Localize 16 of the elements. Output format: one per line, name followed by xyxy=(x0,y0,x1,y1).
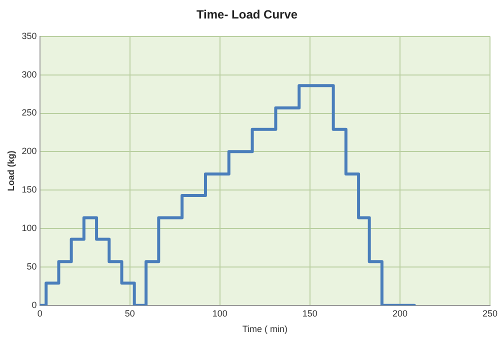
y-tick-label: 250 xyxy=(22,108,37,118)
x-tick-label: 250 xyxy=(482,308,498,318)
y-tick-label: 0 xyxy=(32,300,37,310)
x-axis-title: Time ( min) xyxy=(242,324,288,334)
y-tick-label: 150 xyxy=(22,184,37,195)
x-tick-label: 150 xyxy=(302,308,318,318)
x-tick-label: 50 xyxy=(124,308,135,318)
y-tick-label: 350 xyxy=(22,30,37,41)
chart-title: Time- Load Curve xyxy=(196,8,298,22)
x-tick-label: 100 xyxy=(212,308,228,318)
y-axis-title: Load (kg) xyxy=(6,150,16,192)
x-tick-label: 200 xyxy=(392,308,408,318)
y-tick-label: 100 xyxy=(22,223,37,234)
y-tick-label: 200 xyxy=(22,146,37,156)
y-tick-label: 50 xyxy=(26,261,37,272)
y-tick-label: 300 xyxy=(22,69,37,80)
